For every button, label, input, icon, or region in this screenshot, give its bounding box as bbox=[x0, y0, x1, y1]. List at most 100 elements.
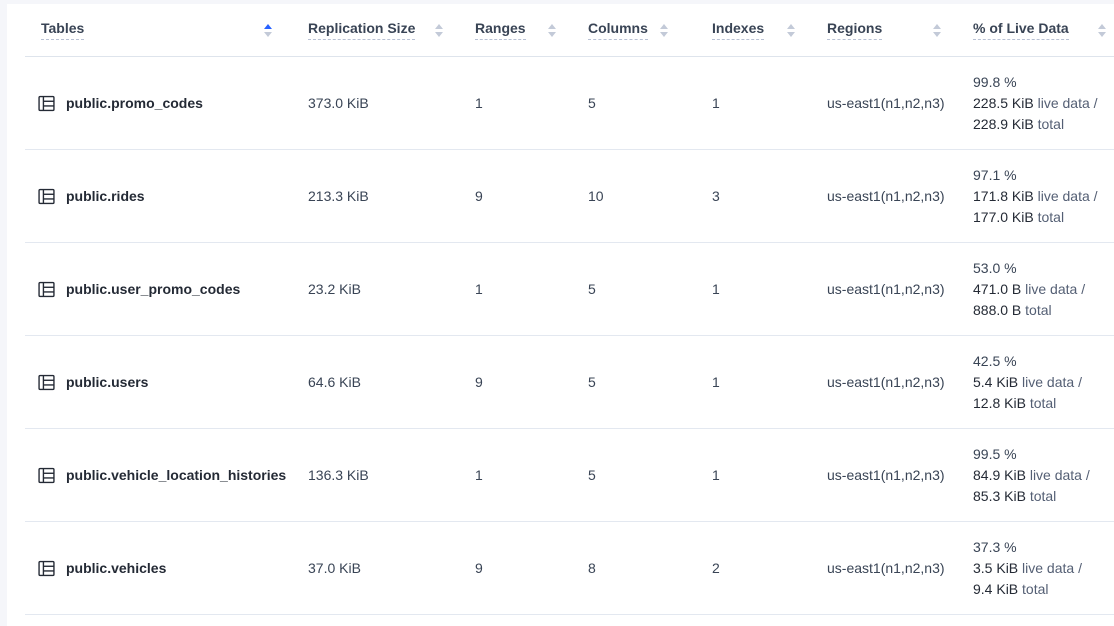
regions-cell: us-east1(n1,n2,n3) bbox=[827, 281, 945, 297]
live-data-line: 471.0 B live data / bbox=[973, 279, 1110, 300]
total-value: 9.4 KiB bbox=[973, 580, 1019, 597]
live-data-line: 171.8 KiB live data / bbox=[973, 186, 1110, 207]
table-name-link[interactable]: public.vehicles bbox=[66, 560, 167, 576]
table-icon bbox=[38, 95, 55, 112]
table-icon bbox=[38, 188, 55, 205]
table-name-link[interactable]: public.vehicle_location_histories bbox=[66, 467, 287, 483]
column-header-regions[interactable]: Regions bbox=[827, 20, 973, 40]
column-header-ranges[interactable]: Ranges bbox=[475, 20, 588, 40]
table-name-link[interactable]: public.user_promo_codes bbox=[66, 281, 241, 297]
live-data-value: 84.9 KiB bbox=[973, 466, 1026, 483]
column-header-replication-size[interactable]: Replication Size bbox=[308, 20, 475, 40]
sort-icon bbox=[1098, 23, 1106, 37]
live-percent: 42.5 % bbox=[973, 352, 1017, 369]
columns-cell: 5 bbox=[588, 374, 596, 390]
replication-size-cell: 64.6 KiB bbox=[308, 374, 361, 390]
total-label: total bbox=[1029, 487, 1057, 504]
regions-cell: us-east1(n1,n2,n3) bbox=[827, 188, 945, 204]
live-percent: 99.5 % bbox=[973, 445, 1017, 462]
live-data-line: 5.4 KiB live data / bbox=[973, 372, 1110, 393]
regions-cell: us-east1(n1,n2,n3) bbox=[827, 560, 945, 576]
column-header-columns[interactable]: Columns bbox=[588, 20, 712, 40]
tables-list-card: Tables Replication Size Ranges Columns I… bbox=[7, 4, 1114, 626]
columns-cell: 5 bbox=[588, 95, 596, 111]
column-header-label: % of Live Data bbox=[973, 20, 1069, 40]
indexes-cell: 1 bbox=[712, 95, 720, 111]
replication-size-cell: 37.0 KiB bbox=[308, 560, 361, 576]
total-line: 888.0 B total bbox=[973, 300, 1110, 321]
live-data-cell: 53.0 % 471.0 B live data / 888.0 B total bbox=[973, 258, 1114, 321]
live-data-cell: 99.8 % 228.5 KiB live data / 228.9 KiB t… bbox=[973, 72, 1114, 135]
column-header-label: Replication Size bbox=[308, 20, 416, 40]
live-data-value: 228.5 KiB bbox=[973, 94, 1034, 111]
regions-cell: us-east1(n1,n2,n3) bbox=[827, 374, 945, 390]
ranges-cell: 1 bbox=[475, 95, 483, 111]
table-icon bbox=[38, 467, 55, 484]
sort-icon bbox=[264, 23, 272, 37]
replication-size-cell: 23.2 KiB bbox=[308, 281, 361, 297]
column-header-label: Regions bbox=[827, 20, 883, 40]
table-row: public.promo_codes 373.0 KiB 1 5 1 us-ea… bbox=[25, 57, 1114, 150]
table-body: public.promo_codes 373.0 KiB 1 5 1 us-ea… bbox=[25, 57, 1114, 615]
column-header-live-data[interactable]: % of Live Data bbox=[973, 20, 1114, 40]
ranges-cell: 9 bbox=[475, 560, 483, 576]
live-data-value: 5.4 KiB bbox=[973, 373, 1019, 390]
table-header-row: Tables Replication Size Ranges Columns I… bbox=[25, 4, 1114, 57]
total-label: total bbox=[1022, 580, 1049, 597]
live-data-label: live data / bbox=[1029, 466, 1090, 483]
replication-size-cell: 373.0 KiB bbox=[308, 95, 369, 111]
live-data-label: live data / bbox=[1022, 559, 1082, 576]
regions-cell: us-east1(n1,n2,n3) bbox=[827, 95, 945, 111]
table-row: public.users 64.6 KiB 9 5 1 us-east1(n1,… bbox=[25, 336, 1114, 429]
replication-size-cell: 213.3 KiB bbox=[308, 188, 369, 204]
column-header-indexes[interactable]: Indexes bbox=[712, 20, 827, 40]
sort-icon bbox=[548, 23, 556, 37]
live-data-line: 84.9 KiB live data / bbox=[973, 465, 1110, 486]
columns-cell: 8 bbox=[588, 560, 596, 576]
total-label: total bbox=[1037, 208, 1065, 225]
live-data-line: 3.5 KiB live data / bbox=[973, 558, 1110, 579]
table-name-cell[interactable]: public.user_promo_codes bbox=[25, 281, 308, 298]
live-percent: 37.3 % bbox=[973, 538, 1017, 555]
live-data-label: live data / bbox=[1022, 373, 1082, 390]
total-value: 12.8 KiB bbox=[973, 394, 1026, 411]
table-name-cell[interactable]: public.vehicle_location_histories bbox=[25, 467, 308, 484]
replication-size-cell: 136.3 KiB bbox=[308, 467, 369, 483]
total-label: total bbox=[1029, 394, 1057, 411]
sort-icon bbox=[787, 23, 795, 37]
table-row: public.user_promo_codes 23.2 KiB 1 5 1 u… bbox=[25, 243, 1114, 336]
indexes-cell: 1 bbox=[712, 467, 720, 483]
live-data-line: 228.5 KiB live data / bbox=[973, 93, 1110, 114]
live-data-label: live data / bbox=[1025, 280, 1086, 297]
table-name-cell[interactable]: public.rides bbox=[25, 188, 308, 205]
table-name-cell[interactable]: public.promo_codes bbox=[25, 95, 308, 112]
table-icon bbox=[38, 281, 55, 298]
total-line: 9.4 KiB total bbox=[973, 579, 1110, 600]
live-data-value: 171.8 KiB bbox=[973, 187, 1034, 204]
total-label: total bbox=[1025, 301, 1052, 318]
table-name-link[interactable]: public.users bbox=[66, 374, 149, 390]
table-row: public.rides 213.3 KiB 9 10 3 us-east1(n… bbox=[25, 150, 1114, 243]
total-line: 85.3 KiB total bbox=[973, 486, 1110, 507]
column-header-label: Ranges bbox=[475, 20, 526, 40]
table-row: public.vehicle_location_histories 136.3 … bbox=[25, 429, 1114, 522]
ranges-cell: 9 bbox=[475, 374, 483, 390]
live-percent: 53.0 % bbox=[973, 259, 1017, 276]
total-value: 85.3 KiB bbox=[973, 487, 1026, 504]
table-name-cell[interactable]: public.users bbox=[25, 374, 308, 391]
live-percent: 97.1 % bbox=[973, 166, 1017, 183]
sort-icon bbox=[933, 23, 941, 37]
total-label: total bbox=[1037, 115, 1065, 132]
sort-icon bbox=[435, 23, 443, 37]
table-name-link[interactable]: public.promo_codes bbox=[66, 95, 203, 111]
live-data-cell: 99.5 % 84.9 KiB live data / 85.3 KiB tot… bbox=[973, 444, 1114, 507]
live-data-cell: 97.1 % 171.8 KiB live data / 177.0 KiB t… bbox=[973, 165, 1114, 228]
table-icon bbox=[38, 374, 55, 391]
indexes-cell: 2 bbox=[712, 560, 720, 576]
total-value: 228.9 KiB bbox=[973, 115, 1034, 132]
column-header-tables[interactable]: Tables bbox=[25, 20, 308, 40]
indexes-cell: 1 bbox=[712, 281, 720, 297]
table-name-link[interactable]: public.rides bbox=[66, 188, 145, 204]
sort-icon bbox=[660, 23, 668, 37]
table-name-cell[interactable]: public.vehicles bbox=[25, 560, 308, 577]
